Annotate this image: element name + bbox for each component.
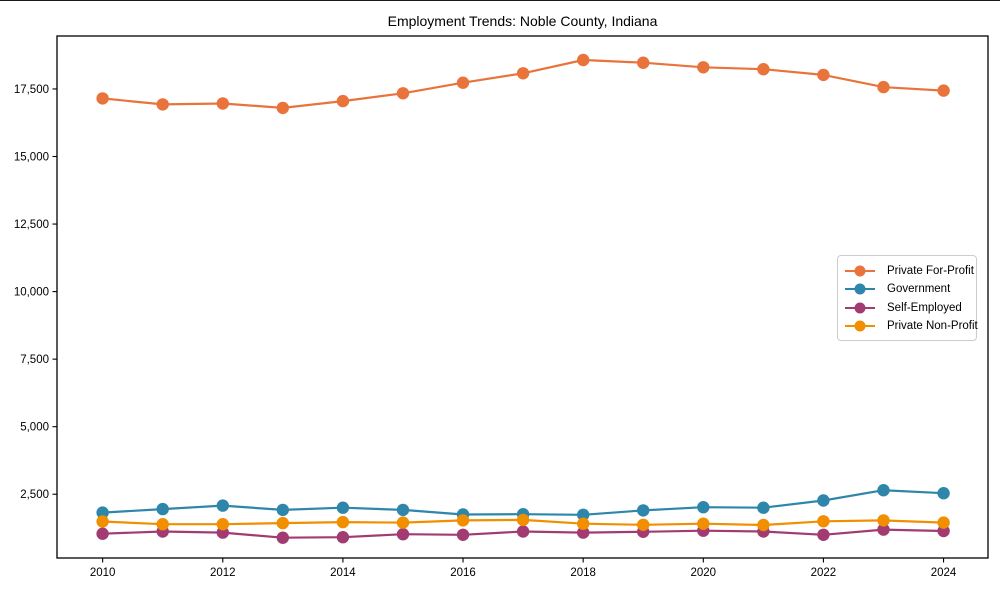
point-self-employed-2015	[396, 528, 410, 541]
point-private-for-profit-2017	[516, 67, 530, 80]
series-private-for-profit	[96, 53, 950, 115]
x-tick-label: 2016	[450, 567, 476, 579]
chart-title: Employment Trends: Noble County, Indiana	[387, 13, 658, 29]
legend-label: Government	[887, 283, 951, 296]
point-self-employed-2014	[336, 531, 350, 544]
point-government-2021	[757, 501, 770, 514]
x-tick-label: 2024	[931, 567, 957, 579]
y-tick-label: 2,500	[20, 489, 49, 501]
point-private-for-profit-2019	[637, 56, 650, 69]
legend-item-private-for-profit: Private For-Profit	[845, 263, 974, 279]
point-private-for-profit-2023	[877, 80, 890, 94]
point-private-for-profit-2010	[96, 92, 109, 105]
legend-item-self-employed: Self-Employed	[845, 300, 968, 316]
point-government-2018	[577, 508, 590, 521]
y-tick-label: 17,500	[14, 84, 49, 96]
point-private-non-profit-2016	[456, 514, 470, 527]
legend-label: Self-Employed	[887, 301, 962, 314]
point-government-2023	[877, 484, 890, 497]
point-self-employed-2010	[96, 527, 109, 540]
legend: Private For-Profit Government Self-Employe…	[837, 255, 978, 341]
point-government-2014	[336, 501, 350, 514]
point-private-for-profit-2013	[276, 101, 289, 115]
point-private-for-profit-2011	[156, 98, 169, 111]
x-tick-label: 2014	[330, 567, 356, 579]
point-government-2010	[96, 506, 109, 519]
point-self-employed-2023	[877, 523, 890, 536]
point-private-for-profit-2024	[937, 84, 950, 97]
point-private-for-profit-2018	[577, 53, 590, 67]
series-private-non-profit	[96, 513, 950, 532]
x-tick-label: 2020	[690, 567, 716, 579]
point-self-employed-2017	[516, 525, 530, 538]
point-government-2013	[276, 503, 289, 517]
legend-line-sample-icon	[845, 320, 875, 332]
point-private-for-profit-2015	[396, 87, 410, 100]
series-self-employed	[96, 523, 950, 544]
legend-line-sample-icon	[845, 302, 875, 314]
point-self-employed-2018	[577, 526, 590, 539]
point-government-2020	[697, 501, 710, 514]
plot-border	[56, 35, 989, 559]
legend-item-private-non-profit: Private Non-Profit	[845, 318, 978, 334]
point-private-non-profit-2013	[276, 516, 289, 530]
point-private-non-profit-2011	[156, 518, 169, 531]
y-tick-label: 7,500	[20, 354, 49, 366]
x-tick-label: 2018	[570, 567, 596, 579]
point-self-employed-2016	[456, 528, 470, 541]
point-private-non-profit-2012	[216, 518, 229, 531]
point-private-non-profit-2010	[96, 515, 109, 528]
point-private-non-profit-2018	[577, 517, 590, 530]
point-private-for-profit-2012	[216, 97, 229, 110]
point-self-employed-2022	[817, 528, 830, 541]
legend-label: Private For-Profit	[887, 265, 974, 277]
point-private-non-profit-2023	[877, 514, 890, 527]
point-government-2015	[396, 503, 410, 517]
screen-top-edge	[0, 0, 1000, 1]
legend-marker-icon	[854, 302, 866, 314]
legend-marker-icon	[854, 283, 866, 295]
y-tick-label: 10,000	[14, 287, 49, 299]
legend-marker-icon	[854, 320, 866, 332]
legend-label: Private Non-Profit	[887, 319, 978, 332]
legend-line-sample-icon	[845, 283, 875, 295]
x-tick-label: 2010	[90, 567, 116, 579]
y-tick-label: 15,000	[14, 152, 49, 164]
point-private-non-profit-2022	[817, 515, 830, 528]
point-private-non-profit-2014	[336, 515, 350, 529]
point-private-for-profit-2016	[456, 76, 470, 89]
point-private-non-profit-2017	[516, 513, 530, 527]
y-tick-label: 5,000	[20, 422, 49, 434]
legend-item-government: Government	[845, 281, 968, 297]
point-government-2024	[937, 487, 950, 500]
legend-marker-icon	[854, 265, 866, 277]
point-private-for-profit-2014	[336, 94, 350, 108]
point-private-for-profit-2021	[757, 62, 770, 76]
point-government-2019	[637, 504, 650, 517]
x-tick-label: 2012	[210, 567, 236, 579]
point-private-non-profit-2020	[697, 517, 710, 530]
legend-line-sample-icon	[845, 265, 875, 277]
y-tick-label: 12,500	[14, 219, 49, 231]
point-private-non-profit-2024	[937, 516, 950, 529]
point-government-2011	[156, 502, 169, 516]
point-private-non-profit-2021	[757, 518, 770, 532]
point-private-non-profit-2019	[637, 518, 650, 531]
point-government-2022	[817, 494, 830, 507]
x-tick-label: 2022	[811, 567, 837, 579]
point-self-employed-2013	[276, 531, 289, 544]
point-private-for-profit-2020	[697, 61, 710, 74]
point-private-for-profit-2022	[817, 68, 830, 82]
point-private-non-profit-2015	[396, 516, 410, 529]
point-government-2012	[216, 499, 229, 512]
